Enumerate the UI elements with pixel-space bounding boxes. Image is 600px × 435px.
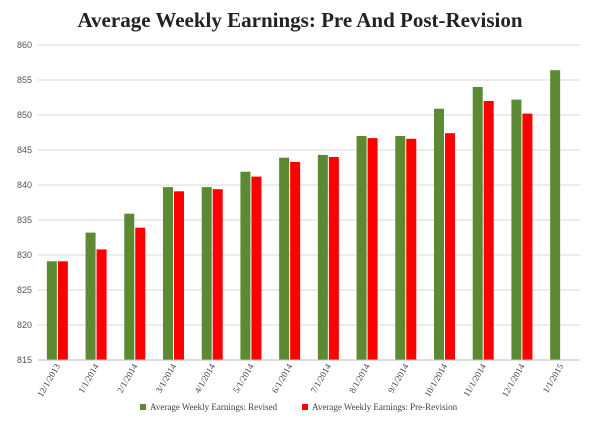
- legend-label: Average Weekly Earnings: Pre-Revision: [312, 402, 458, 412]
- x-tick-label: 2/1/2014: [115, 362, 140, 395]
- bar-revised: [124, 213, 135, 360]
- y-tick-label: 815: [17, 355, 32, 365]
- x-tick-label: 5/1/2014: [231, 362, 256, 395]
- x-tick-label: 1/1/2015: [541, 362, 566, 395]
- legend-label: Average Weekly Earnings: Revised: [150, 402, 278, 412]
- y-tick-label: 860: [17, 40, 32, 50]
- bar-revised: [434, 108, 444, 360]
- y-tick-label: 835: [17, 215, 32, 225]
- y-tick-label: 845: [17, 145, 32, 155]
- bar-revised: [472, 87, 483, 360]
- x-tick-label: 7/1/2014: [308, 362, 333, 395]
- bar-pre-revision: [251, 176, 262, 360]
- x-tick-label: 11/1/2014: [461, 362, 488, 399]
- y-tick-label: 830: [17, 250, 32, 260]
- y-tick-label: 840: [17, 180, 32, 190]
- y-tick-label: 825: [17, 285, 32, 295]
- bar-revised: [46, 261, 57, 360]
- bar-pre-revision: [522, 113, 533, 360]
- bar-pre-revision: [212, 189, 223, 360]
- bar-revised: [279, 157, 290, 360]
- bar-revised: [201, 187, 212, 360]
- gridlines: [38, 44, 580, 326]
- bar-pre-revision: [57, 261, 68, 360]
- bar-pre-revision: [445, 133, 455, 360]
- bar-revised: [356, 136, 367, 360]
- x-tick-label: 4/1/2014: [192, 362, 217, 395]
- bar-pre-revision: [406, 138, 417, 360]
- y-tick-label: 820: [17, 320, 32, 330]
- bar-revised: [317, 154, 328, 360]
- chart-title: Average Weekly Earnings: Pre And Post-Re…: [77, 8, 522, 32]
- bar-pre-revision: [174, 191, 184, 360]
- bar-pre-revision: [96, 249, 107, 360]
- x-axis-ticks: 12/1/2013 1/1/2014 2/1/2014 3/1/2014 4/1/201…: [35, 362, 565, 399]
- bar-revised: [511, 99, 522, 360]
- x-tick-label: 3/1/2014: [154, 362, 179, 395]
- y-tick-label: 850: [17, 110, 32, 120]
- bar-pre-revision: [328, 157, 339, 360]
- bars: [46, 70, 561, 360]
- bar-pre-revision: [483, 101, 494, 360]
- x-tick-label: 12/1/2013: [35, 362, 62, 399]
- bar-pre-revision: [290, 161, 301, 360]
- x-tick-label: 9/1/2014: [386, 362, 411, 395]
- bar-revised: [163, 187, 173, 360]
- bar-pre-revision: [135, 227, 146, 360]
- bar-pre-revision: [367, 138, 378, 360]
- x-tick-label: 1/1/2014: [76, 362, 101, 395]
- y-axis-ticks: 815 820 825 830 835 840 845 850 855 860: [17, 40, 32, 365]
- y-tick-label: 855: [17, 75, 32, 85]
- bar-revised: [395, 136, 406, 360]
- legend: Average Weekly Earnings: Revised Average …: [140, 402, 458, 412]
- bar-revised: [550, 70, 561, 360]
- legend-swatch: [140, 404, 146, 410]
- bar-revised: [240, 171, 251, 360]
- x-tick-label: 8/1/2014: [347, 362, 372, 395]
- bar-revised: [85, 232, 96, 360]
- x-tick-label: 10/1/2014: [422, 362, 449, 399]
- x-tick-label: 6/1/2014: [270, 362, 295, 395]
- legend-swatch: [302, 404, 308, 410]
- x-tick-label: 12/1/2014: [500, 362, 527, 399]
